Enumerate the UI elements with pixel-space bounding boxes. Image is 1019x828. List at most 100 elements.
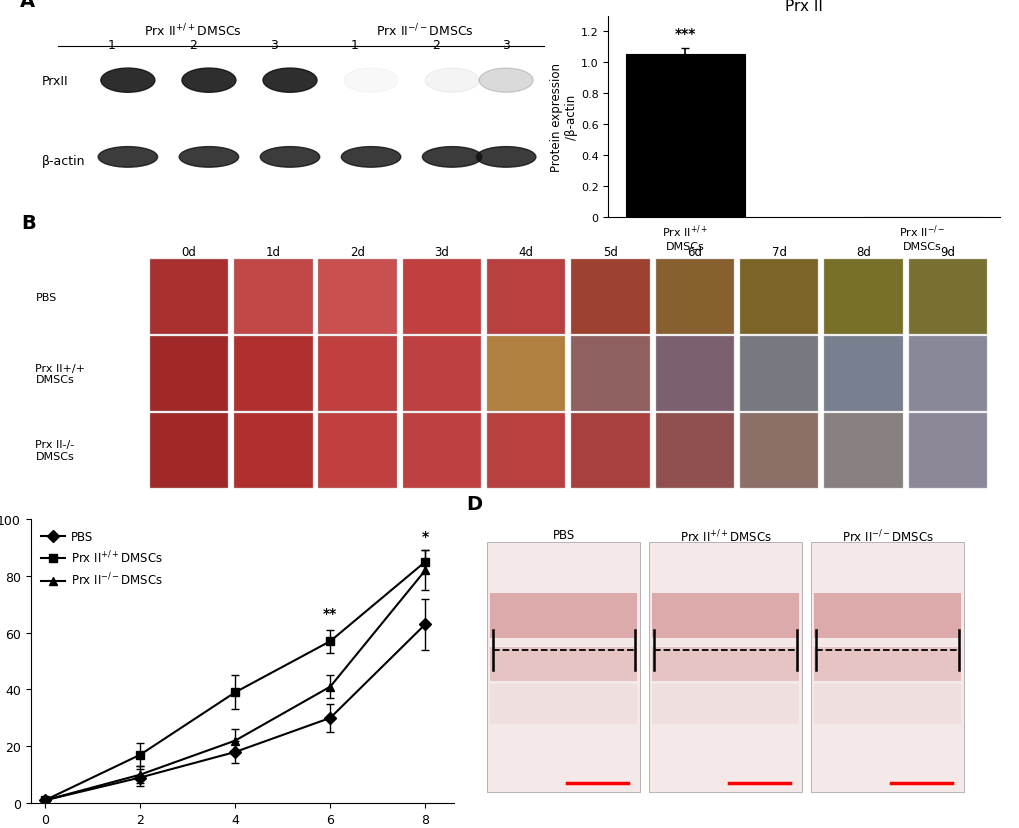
Title: Prx II: Prx II <box>785 0 822 14</box>
PBS <box>133 773 146 782</box>
Prx II−/−DMSCs <box>133 770 146 780</box>
Text: 0d: 0d <box>181 246 197 259</box>
Bar <box>739 413 817 489</box>
Bar <box>813 647 960 681</box>
Line: Prx II−/−DMSCs: Prx II−/−DMSCs <box>41 566 429 805</box>
Bar <box>486 413 565 489</box>
Text: 1: 1 <box>351 39 359 51</box>
Text: B: B <box>20 214 36 233</box>
Text: Prx II$^{-/-}$DMSCs: Prx II$^{-/-}$DMSCs <box>376 22 474 39</box>
Bar <box>234 260 312 335</box>
PBS <box>419 619 431 629</box>
Bar <box>489 647 637 681</box>
Bar <box>823 413 902 489</box>
Text: 2: 2 <box>431 39 439 51</box>
Line: PBS: PBS <box>41 620 429 805</box>
Text: 5d: 5d <box>602 246 618 259</box>
Ellipse shape <box>476 147 535 168</box>
Text: 9d: 9d <box>940 246 955 259</box>
Bar <box>403 413 481 489</box>
PBS <box>324 713 336 723</box>
Bar <box>651 647 799 681</box>
Bar <box>489 684 637 724</box>
Bar <box>150 413 228 489</box>
Text: β-actin: β-actin <box>42 155 85 168</box>
Prx II+/+DMSCs <box>133 750 146 760</box>
PBS <box>229 747 242 757</box>
Text: **: ** <box>323 606 337 620</box>
Bar <box>813 684 960 724</box>
Ellipse shape <box>179 147 238 168</box>
Bar <box>908 260 986 335</box>
Text: PBS: PBS <box>552 528 575 541</box>
Text: 1d: 1d <box>266 246 280 259</box>
Text: 2: 2 <box>189 39 197 51</box>
Bar <box>651 684 799 724</box>
Prx II+/+DMSCs <box>324 637 336 647</box>
Bar <box>234 336 312 412</box>
Ellipse shape <box>422 147 481 168</box>
Bar <box>813 593 960 638</box>
Prx II−/−DMSCs <box>419 566 431 575</box>
Text: Prx II$^{-/-}$DMSCs: Prx II$^{-/-}$DMSCs <box>841 528 932 545</box>
Text: Prx II-/-
DMSCs: Prx II-/- DMSCs <box>36 440 74 461</box>
Text: A: A <box>19 0 35 11</box>
Bar <box>908 336 986 412</box>
Y-axis label: Protein expression
/β-actin: Protein expression /β-actin <box>549 63 578 171</box>
Bar <box>403 260 481 335</box>
Bar <box>489 593 637 638</box>
Line: Prx II+/+DMSCs: Prx II+/+DMSCs <box>41 558 429 805</box>
Bar <box>655 260 734 335</box>
PBS <box>39 796 51 806</box>
Bar <box>571 413 649 489</box>
Bar <box>571 336 649 412</box>
Bar <box>655 336 734 412</box>
Text: 7d: 7d <box>771 246 786 259</box>
Bar <box>626 55 744 219</box>
Bar <box>651 593 799 638</box>
Bar <box>318 260 396 335</box>
Bar <box>234 413 312 489</box>
Text: *: * <box>422 530 429 543</box>
Text: Prx II+/+
DMSCs: Prx II+/+ DMSCs <box>36 363 86 385</box>
Bar <box>403 336 481 412</box>
Ellipse shape <box>425 69 479 94</box>
Text: 2d: 2d <box>350 246 365 259</box>
Bar <box>810 542 963 792</box>
Text: 3d: 3d <box>434 246 449 259</box>
Text: 3: 3 <box>501 39 510 51</box>
Ellipse shape <box>101 69 155 94</box>
Text: Prx II$^{+/+}$DMSCs: Prx II$^{+/+}$DMSCs <box>679 528 771 545</box>
Bar <box>318 413 396 489</box>
Text: 8d: 8d <box>855 246 870 259</box>
Ellipse shape <box>263 69 317 94</box>
Bar <box>486 336 565 412</box>
Text: 3: 3 <box>270 39 277 51</box>
Prx II−/−DMSCs <box>324 681 336 691</box>
Bar <box>823 260 902 335</box>
Prx II+/+DMSCs <box>39 796 51 806</box>
Text: Prx II$^{+/+}$DMSCs: Prx II$^{+/+}$DMSCs <box>144 22 242 39</box>
Ellipse shape <box>181 69 235 94</box>
Ellipse shape <box>98 147 158 168</box>
Bar <box>150 336 228 412</box>
Prx II−/−DMSCs <box>229 736 242 746</box>
Bar <box>739 260 817 335</box>
Bar <box>487 542 639 792</box>
Legend: PBS, Prx II$^{+/+}$DMSCs, Prx II$^{-/-}$DMSCs: PBS, Prx II$^{+/+}$DMSCs, Prx II$^{-/-}$… <box>37 525 167 593</box>
Ellipse shape <box>341 147 400 168</box>
Bar <box>486 260 565 335</box>
Bar <box>908 413 986 489</box>
Prx II+/+DMSCs <box>229 687 242 697</box>
Ellipse shape <box>479 69 533 94</box>
Text: 6d: 6d <box>687 246 702 259</box>
Text: ***: *** <box>674 27 695 41</box>
Text: 4d: 4d <box>519 246 533 259</box>
Bar <box>150 260 228 335</box>
Bar <box>571 260 649 335</box>
Prx II+/+DMSCs <box>419 557 431 567</box>
Ellipse shape <box>260 147 319 168</box>
Text: 1: 1 <box>108 39 115 51</box>
Bar <box>649 542 801 792</box>
Text: PrxII: PrxII <box>42 75 68 88</box>
